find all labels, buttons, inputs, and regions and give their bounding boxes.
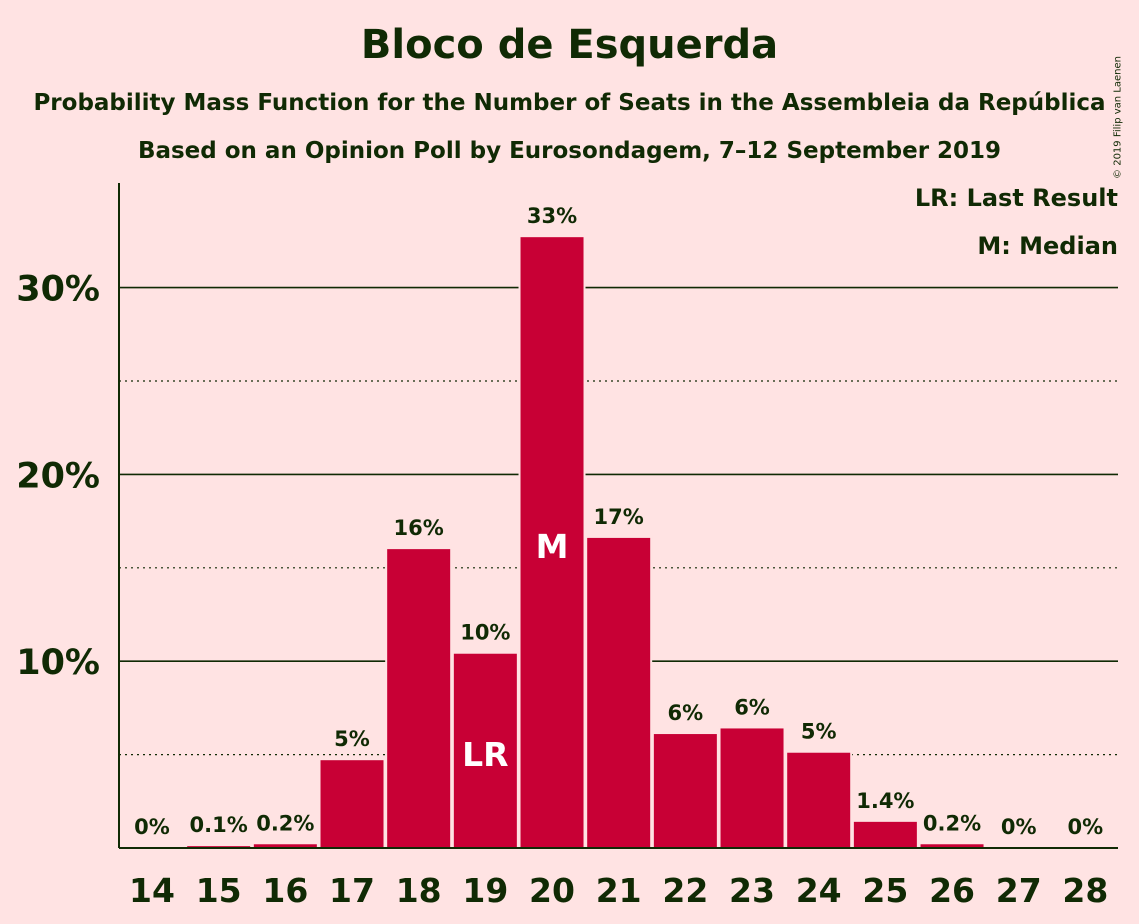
x-tick-label: 22 <box>662 871 708 910</box>
bar-20 <box>520 237 584 849</box>
bar-17 <box>320 760 384 848</box>
value-label-18: 16% <box>394 516 444 540</box>
y-tick-label: 30% <box>16 270 100 310</box>
value-label-28: 0% <box>1068 815 1104 839</box>
value-label-15: 0.1% <box>190 813 248 837</box>
legend-median: M: Median <box>977 232 1118 260</box>
bar-26 <box>920 844 984 848</box>
value-label-17: 5% <box>334 727 370 751</box>
x-tick-label: 19 <box>462 871 508 910</box>
marker-m: M <box>536 527 569 566</box>
chart-subtitle-source: Based on an Opinion Poll by Eurosondagem… <box>137 138 1002 164</box>
x-tick-label: 28 <box>1062 871 1108 910</box>
x-tick-label: 15 <box>196 871 242 910</box>
x-tick-label: 25 <box>862 871 908 910</box>
marker-lr: LR <box>462 735 508 774</box>
value-label-14: 0% <box>134 815 170 839</box>
bar-22 <box>653 734 717 848</box>
value-label-22: 6% <box>668 701 704 725</box>
value-label-26: 0.2% <box>923 811 981 835</box>
value-label-20: 33% <box>527 204 577 228</box>
value-label-21: 17% <box>594 505 644 529</box>
y-tick-label: 10% <box>16 643 100 683</box>
bar-23 <box>720 728 784 848</box>
value-label-27: 0% <box>1001 815 1037 839</box>
x-tick-label: 23 <box>729 871 775 910</box>
x-tick-label: 14 <box>129 871 175 910</box>
x-tick-label: 18 <box>396 871 442 910</box>
x-tick-label: 27 <box>996 871 1042 910</box>
value-label-23: 6% <box>734 695 770 719</box>
bar-25 <box>853 821 917 848</box>
x-tick-label: 20 <box>529 871 575 910</box>
x-tick-label: 24 <box>796 871 842 910</box>
x-tick-label: 16 <box>262 871 308 910</box>
value-label-24: 5% <box>801 720 837 744</box>
value-label-16: 0.2% <box>256 811 314 835</box>
x-tick-label: 26 <box>929 871 975 910</box>
value-label-25: 1.4% <box>856 789 914 813</box>
bar-19 <box>453 653 517 848</box>
bar-16 <box>253 844 317 848</box>
bar-21 <box>587 537 651 848</box>
y-tick-label: 20% <box>16 456 100 496</box>
x-tick-label: 17 <box>329 871 375 910</box>
value-label-19: 10% <box>460 621 510 645</box>
bar-18 <box>387 549 451 848</box>
x-tick-label: 21 <box>596 871 642 910</box>
chart-title: Bloco de Esquerda <box>360 22 779 68</box>
bar-gap <box>185 844 253 848</box>
bar-24 <box>787 752 851 848</box>
chart-subtitle: Probability Mass Function for the Number… <box>33 90 1106 116</box>
legend-last-result: LR: Last Result <box>914 184 1118 212</box>
